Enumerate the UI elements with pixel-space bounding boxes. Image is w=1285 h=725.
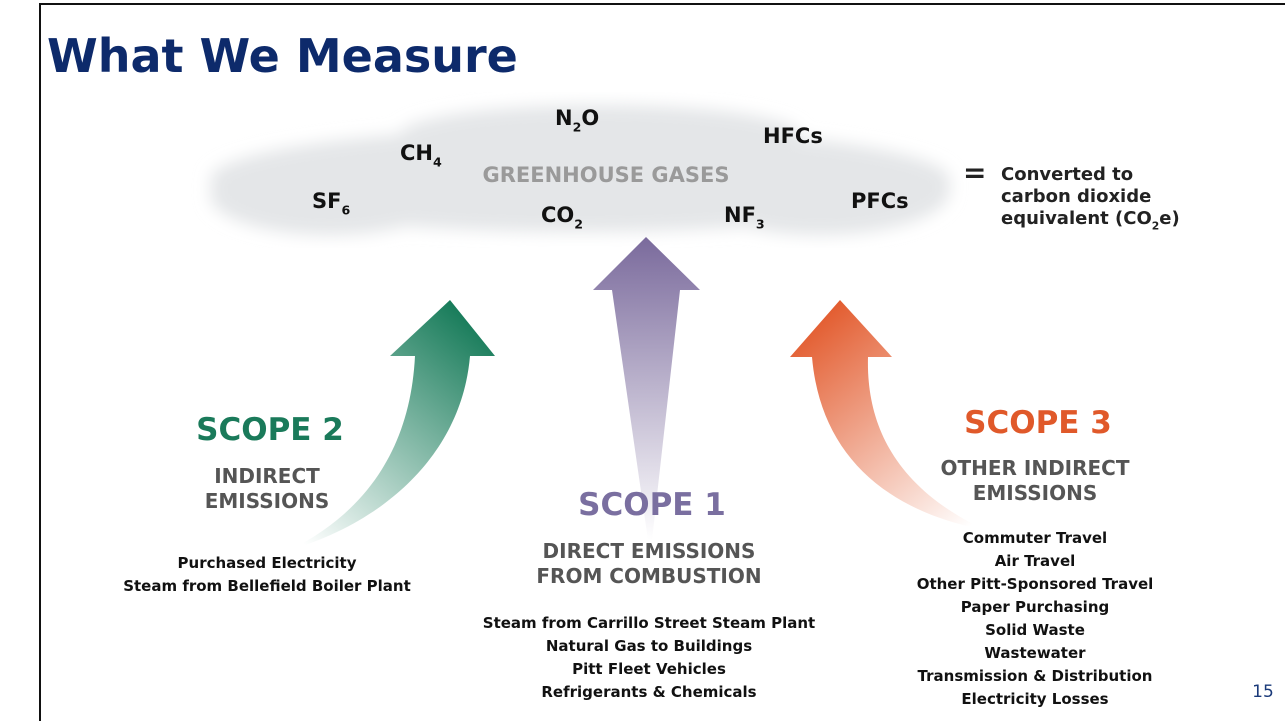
formula: CO2 [541,203,583,231]
scope-item: Steam from Carrillo Street Steam Plant [483,614,815,632]
scope-subtitle: INDIRECT [214,464,320,488]
page-number: 15 [1252,682,1274,702]
formula: PFCs [851,189,909,213]
text-part: PFCs [851,189,909,213]
subscript: 3 [756,216,765,231]
text-part: N [555,106,573,130]
scope-item: Other Pitt-Sponsored Travel [917,575,1154,593]
equals-sign: = [963,156,986,189]
text-part: NF [724,203,756,227]
subscript: 4 [433,154,442,169]
text-part: e) [1159,208,1179,229]
text-part: O [581,106,599,130]
formula: SF6 [312,189,350,217]
scope-3-arrow [790,300,985,530]
formula: Converted to [1001,164,1133,185]
scope-item: Pitt Fleet Vehicles [572,660,726,678]
scope-title: SCOPE 3 [964,405,1112,441]
text-part: CH [400,141,433,165]
formula: carbon dioxide [1001,186,1151,207]
scope-item: Purchased Electricity [178,554,357,572]
scope-subtitle: OTHER INDIRECT [940,456,1129,480]
scope-item: Transmission & Distribution [918,667,1153,685]
scope-title: SCOPE 2 [196,412,344,448]
subscript: 2 [574,216,583,231]
scope-subtitle: EMISSIONS [205,489,330,513]
scope-title: SCOPE 1 [578,487,726,523]
subscript: 6 [341,202,350,217]
scope-subtitle: EMISSIONS [973,481,1098,505]
cloud-label: GREENHOUSE GASES [482,163,729,187]
scope-1-arrow [593,237,700,540]
scope-item: Air Travel [995,552,1076,570]
formula: CH4 [400,141,442,169]
text-part: CO [541,203,574,227]
text-part: SF [312,189,341,213]
scope-2-arrow [290,300,495,550]
slide-title: What We Measure [47,29,518,83]
formula: NF3 [724,203,765,231]
scope-item: Commuter Travel [963,529,1107,547]
formula: HFCs [763,124,823,148]
scope-item: Electricity Losses [961,690,1108,708]
cloud [210,105,950,235]
formula: equivalent (CO2e) [1001,208,1180,232]
slide-frame [39,3,1285,721]
text-part: carbon dioxide [1001,186,1151,207]
subscript: 2 [1152,219,1160,232]
scope-item: Wastewater [984,644,1086,662]
scope-item: Natural Gas to Buildings [546,637,752,655]
scope-subtitle: DIRECT EMISSIONS [543,539,756,563]
scope-item: Paper Purchasing [961,598,1110,616]
scope-item: Solid Waste [985,621,1085,639]
text-part: equivalent (CO [1001,208,1152,229]
scope-item: Refrigerants & Chemicals [541,683,756,701]
formula: N2O [555,106,599,134]
text-part: Converted to [1001,164,1133,185]
scope-subtitle: FROM COMBUSTION [536,564,761,588]
text-part: HFCs [763,124,823,148]
scope-item: Steam from Bellefield Boiler Plant [123,577,411,595]
subscript: 2 [573,119,582,134]
